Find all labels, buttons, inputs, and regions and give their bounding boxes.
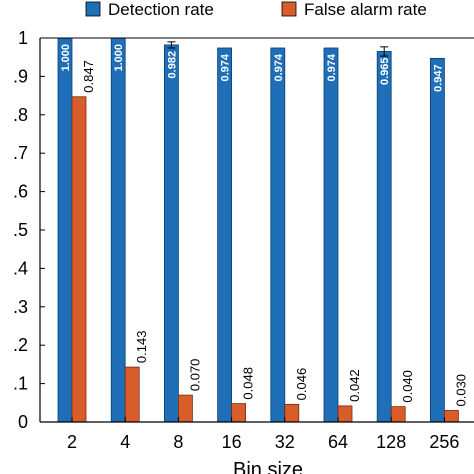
detection-rate-label: 0.982 [166, 51, 178, 79]
legend-swatch [281, 1, 297, 17]
false-alarm-rate-label: 0.048 [241, 367, 256, 400]
y-tick-label: .6 [13, 182, 28, 202]
false-alarm-rate-bar [390, 406, 406, 423]
false-alarm-rate-label: 0.847 [81, 60, 96, 93]
legend-label: False alarm rate [304, 0, 427, 19]
detection-rate-bar [376, 51, 392, 423]
x-tick-label: 128 [376, 432, 406, 452]
y-tick-label: .7 [13, 143, 28, 163]
legend-swatch [85, 1, 101, 17]
false-alarm-rate-bar [124, 366, 140, 423]
x-tick-label: 32 [275, 432, 295, 452]
x-tick-label: 8 [173, 432, 183, 452]
false-alarm-rate-label: 0.030 [453, 374, 468, 407]
false-alarm-rate-bar [284, 403, 300, 423]
detection-rate-label: 0.974 [326, 53, 338, 81]
detection-rate-bar [429, 57, 445, 423]
false-alarm-rate-bar [71, 96, 87, 423]
chart-legend: Detection rate False alarm rate [85, 0, 427, 19]
x-tick-label: 2 [67, 432, 77, 452]
x-axis: 2 4 8 16 32 64 128 256 [40, 37, 474, 452]
y-tick-label: .4 [13, 258, 28, 278]
false-alarm-rate-label: 0.070 [187, 359, 202, 392]
false-alarm-rate-label: 0.143 [134, 331, 149, 364]
y-tick-label: 0 [18, 412, 28, 432]
y-tick-label: 1 [18, 28, 28, 48]
detection-rate-bar [110, 37, 126, 423]
detection-rate-bar [57, 37, 73, 423]
y-tick-label: .5 [13, 220, 28, 240]
detection-rate-bar [270, 47, 286, 423]
x-tick-label: 64 [328, 432, 348, 452]
detection-rate-bar [323, 47, 339, 423]
detection-rate-label: 0.947 [432, 64, 444, 92]
detection-rate-label: 0.974 [220, 53, 232, 81]
false-alarm-rate-label: 0.040 [400, 370, 415, 403]
detection-rate-bar [163, 44, 179, 423]
false-alarm-rate-label: 0.046 [294, 368, 309, 401]
false-alarm-rate-bar [337, 405, 353, 423]
y-tick-label: .3 [13, 297, 28, 317]
false-alarm-rate-label: 0.042 [347, 369, 362, 402]
legend-label: Detection rate [108, 0, 214, 19]
y-tick-label: .9 [13, 66, 28, 86]
x-tick-label: 16 [222, 432, 242, 452]
false-alarm-rate-bar [231, 403, 247, 423]
x-tick-label: 4 [120, 432, 130, 452]
y-tick-label: .1 [13, 374, 28, 394]
false-alarm-rate-bar [177, 394, 193, 423]
detection-rate-bar [217, 47, 233, 423]
detection-rate-label: 1.000 [60, 44, 72, 72]
bar-series: 1.000 0.847 1.000 0.143 0.982 0.070 0.974 0.048… [57, 37, 468, 423]
y-tick-label: .2 [13, 335, 28, 355]
false-alarm-rate-bar [443, 410, 459, 423]
detection-rate-label: 1.000 [113, 44, 125, 72]
detection-rate-label: 0.974 [273, 53, 285, 81]
y-axis: 0 .1 .2 .3 .4 .5 .6 .7 .8 .9 1 [13, 28, 45, 432]
x-axis-title: Bin size [233, 459, 303, 474]
x-tick-label: 256 [429, 432, 459, 452]
detection-rate-label: 0.965 [379, 57, 391, 85]
y-tick-label: .8 [13, 105, 28, 125]
